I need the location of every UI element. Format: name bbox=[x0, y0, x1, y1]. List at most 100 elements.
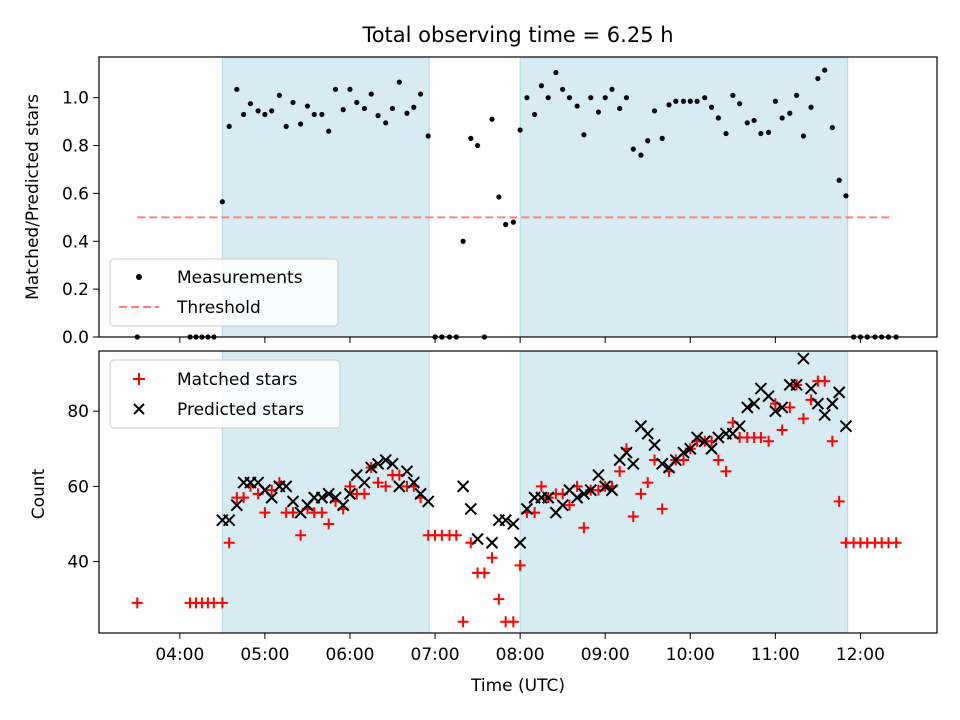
ratio-y-axis-label: Matched/Predicted stars bbox=[23, 94, 43, 300]
matched-star-point bbox=[784, 401, 796, 413]
predicted-star-point bbox=[598, 480, 612, 493]
matched-star-point bbox=[514, 559, 526, 571]
legend-predicted-marker bbox=[133, 403, 145, 415]
predicted-star-point bbox=[230, 498, 244, 512]
predicted-star-point bbox=[513, 536, 527, 549]
ratio-y-tick-label: 0.8 bbox=[62, 137, 89, 157]
measurement-point bbox=[517, 127, 523, 133]
matched-star-point bbox=[614, 465, 626, 477]
measurement-point bbox=[800, 133, 807, 139]
measurement-point bbox=[694, 98, 700, 104]
predicted-star-point bbox=[471, 532, 484, 546]
predicted-star-point bbox=[393, 480, 406, 493]
measurement-point bbox=[843, 193, 849, 199]
measurement-point bbox=[787, 110, 793, 116]
matched-star-point bbox=[833, 495, 845, 507]
predicted-star-point bbox=[520, 502, 534, 516]
count-panel: 40 60 80 04:00 05:00 06:00 07:00 08:00 09:00 10:0… bbox=[29, 350, 938, 696]
predicted-star-point bbox=[641, 427, 654, 440]
predicted-star-point bbox=[365, 461, 378, 474]
x-tick-label: 09:00 bbox=[581, 645, 630, 665]
measurement-point bbox=[340, 107, 346, 113]
matched-star-point bbox=[358, 488, 370, 500]
measurement-point bbox=[269, 108, 275, 114]
ratio-legend: Measurements Threshold bbox=[109, 258, 339, 327]
x-tick-label: 04:00 bbox=[155, 645, 204, 665]
measurement-point bbox=[503, 221, 509, 228]
predicted-star-point bbox=[336, 498, 350, 512]
matched-star-point bbox=[627, 510, 639, 522]
matched-star-point bbox=[323, 518, 335, 530]
measurement-point bbox=[829, 124, 835, 131]
predicted-star-point bbox=[315, 491, 329, 504]
predicted-star-point bbox=[741, 401, 754, 414]
predicted-star-point bbox=[733, 419, 746, 433]
measurement-point bbox=[283, 123, 289, 130]
measurement-point bbox=[680, 98, 687, 104]
measurement-point bbox=[290, 99, 296, 106]
x-tick-label: 12:00 bbox=[836, 645, 885, 665]
measurement-point bbox=[602, 95, 608, 101]
measurement-point bbox=[368, 91, 374, 97]
predicted-star-point bbox=[620, 446, 633, 459]
measurement-point bbox=[332, 86, 339, 92]
measurement-point bbox=[574, 103, 580, 109]
measurement-point bbox=[630, 146, 636, 152]
matched-star-point bbox=[486, 552, 498, 564]
measurement-point bbox=[659, 135, 665, 141]
matched-star-point bbox=[238, 492, 250, 504]
measurement-point bbox=[496, 194, 502, 200]
matched-star-point bbox=[712, 454, 724, 466]
measurement-point bbox=[247, 101, 254, 107]
matched-star-point bbox=[635, 488, 647, 500]
predicted-star-point bbox=[797, 352, 810, 365]
predicted-star-point bbox=[648, 438, 661, 452]
measurement-point bbox=[411, 104, 417, 110]
predicted-star-point bbox=[322, 487, 335, 501]
predicted-star-point bbox=[556, 498, 569, 512]
predicted-star-point bbox=[507, 517, 520, 531]
matched-star-point bbox=[890, 537, 902, 549]
matched-star-point bbox=[507, 616, 519, 628]
matched-star-point bbox=[372, 477, 384, 489]
predicted-star-point bbox=[485, 536, 499, 549]
matched-star-point bbox=[478, 567, 490, 579]
measurement-point bbox=[566, 95, 573, 101]
measurement-point bbox=[241, 111, 247, 118]
ratio-y-tick-label: 1.0 bbox=[62, 89, 89, 109]
measurement-point bbox=[474, 142, 481, 149]
predicted-star-point bbox=[605, 483, 619, 497]
matched-star-point bbox=[763, 435, 775, 447]
predicted-star-point bbox=[826, 397, 839, 410]
matched-star-point bbox=[450, 529, 462, 541]
measurement-point bbox=[666, 102, 672, 108]
predicted-star-point bbox=[422, 495, 435, 508]
measurement-point bbox=[702, 95, 708, 101]
predicted-star-point bbox=[570, 491, 584, 504]
matched-star-point bbox=[720, 465, 732, 477]
measurement-point bbox=[836, 177, 842, 183]
count-y-axis-label: Count bbox=[29, 468, 49, 519]
measurement-point bbox=[737, 101, 743, 107]
legend-measurements-marker bbox=[136, 274, 142, 280]
predicted-star-point bbox=[407, 476, 420, 489]
matched-star-point bbox=[776, 424, 788, 436]
measurement-point bbox=[687, 98, 693, 104]
observing-interval-2 bbox=[519, 350, 849, 634]
legend-predicted-label: Predicted stars bbox=[177, 400, 304, 420]
measurement-point bbox=[553, 69, 559, 76]
measurement-point bbox=[319, 111, 325, 118]
predicted-star-point bbox=[343, 487, 357, 501]
measurement-point bbox=[531, 111, 538, 118]
measurement-point bbox=[744, 120, 750, 126]
predicted-star-point bbox=[577, 487, 591, 501]
measurement-point bbox=[234, 86, 240, 92]
measurement-point bbox=[510, 219, 516, 225]
predicted-star-point bbox=[358, 476, 371, 489]
matched-star-point bbox=[535, 480, 547, 492]
predicted-star-point bbox=[684, 442, 697, 455]
measurement-point bbox=[617, 105, 623, 112]
measurement-point bbox=[730, 92, 736, 98]
measurement-point bbox=[645, 138, 651, 144]
